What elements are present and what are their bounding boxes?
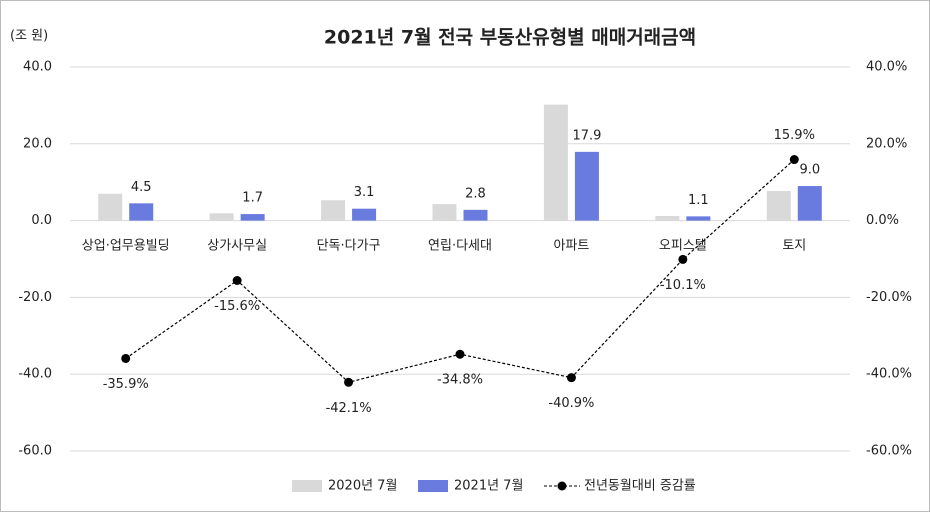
x-tick-label: 아파트 [553,239,589,254]
data-label: 17.9 [572,128,601,143]
bar [321,200,346,221]
legend-swatch [292,480,322,492]
data-label: 4.5 [131,180,152,195]
line-point [455,349,465,359]
bar [240,214,265,221]
bar [129,203,154,221]
line-point [678,254,688,264]
x-tick-label: 단독·다가구 [317,239,381,254]
data-label: 2.8 [465,186,486,201]
legend-label: 2020년 7월 [328,479,397,494]
y2-tick-label: 40.0% [866,60,907,75]
bar [655,215,680,221]
data-label: 1.7 [242,191,263,206]
x-tick-label: 상업·업무용빌딩 [82,239,170,254]
data-label: -35.9% [103,377,149,392]
data-label: -42.1% [326,401,372,416]
line-point [232,276,242,286]
x-tick-label: 오피스텔 [659,239,707,254]
y-tick-label: 0.0 [31,213,52,228]
chart-title: 2021년 7월 전국 부동산유형별 매매거래금액 [324,27,696,49]
bar [686,216,711,221]
data-label: 1.1 [688,193,709,208]
legend-label: 전년동월대비 증감률 [584,479,696,494]
legend-label: 2021년 7월 [454,479,523,494]
x-tick-label: 상가사무실 [207,239,267,254]
y-tick-label: 40.0 [23,60,52,75]
bar [766,191,791,221]
y-axis-label: (조 원) [10,29,48,44]
bar [98,193,123,221]
bar [797,186,822,221]
line-point [121,353,131,363]
y2-tick-label: -20.0% [866,290,912,305]
bar [432,204,457,221]
data-label: -15.6% [214,299,260,314]
bar [352,208,377,221]
data-label: -10.1% [660,278,706,293]
y2-tick-label: -40.0% [866,367,912,382]
bar [543,104,568,221]
y2-tick-label: -60.0% [866,444,912,459]
y2-tick-label: 0.0% [866,213,899,228]
bar [209,213,234,221]
y-tick-label: -20.0 [18,290,52,305]
bar [463,209,488,221]
y2-tick-label: 20.0% [866,136,907,151]
x-tick-label: 연립·다세대 [428,239,492,254]
x-tick-label: 토지 [782,239,806,254]
data-label: -40.9% [548,396,594,411]
line-point [789,155,799,165]
data-label: 9.0 [799,163,820,178]
data-label: 15.9% [774,128,815,143]
line-point [566,373,576,383]
bar [574,151,599,221]
y-tick-label: 20.0 [23,136,52,151]
legend-marker [557,481,567,491]
line-point [344,377,354,387]
y-tick-label: -40.0 [18,367,52,382]
y-tick-label: -60.0 [18,444,52,459]
data-label: 3.1 [354,185,375,200]
data-label: -34.8% [437,373,483,388]
legend-swatch [418,480,448,492]
